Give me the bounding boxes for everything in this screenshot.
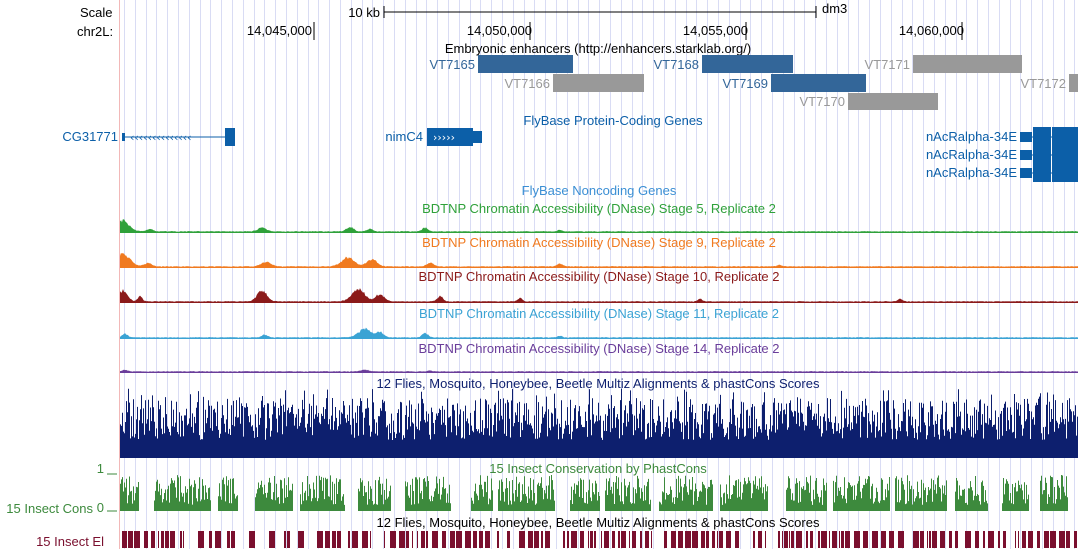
- enhancer-vt7166-label[interactable]: VT7166: [504, 76, 550, 91]
- enhancer-vt7169[interactable]: [771, 74, 866, 92]
- enhancer-vt7168-label[interactable]: VT7168: [653, 57, 699, 72]
- gene-nacralpha-34e-1-label[interactable]: nAcRalpha-34E: [926, 129, 1017, 144]
- scale-bar: [383, 6, 817, 18]
- svg-text:‹‹‹‹‹‹‹‹‹‹‹‹‹‹: ‹‹‹‹‹‹‹‹‹‹‹‹‹‹: [130, 131, 192, 144]
- position-tick-2: 14,050,000: [467, 23, 532, 38]
- gene-nacralpha-34e-3-label[interactable]: nAcRalpha-34E: [926, 165, 1017, 180]
- enhancer-vt7168[interactable]: [702, 55, 793, 73]
- gene-cg31771-label[interactable]: CG31771: [62, 129, 118, 144]
- gene-nacralpha-34e-2[interactable]: [1020, 146, 1078, 164]
- elements-track-title: 12 Flies, Mosquito, Honeybee, Beetle Mul…: [377, 515, 820, 530]
- enhancer-vt7171-label[interactable]: VT7171: [864, 57, 910, 72]
- dnase-stage5-signal[interactable]: [119, 219, 1078, 233]
- gene-cg31771[interactable]: ‹‹‹‹‹‹‹‹‹‹‹‹‹‹: [122, 128, 235, 146]
- dnase-stage10-signal[interactable]: [119, 288, 1078, 303]
- scale-label: Scale: [80, 5, 113, 20]
- dnase-stage10-title: BDTNP Chromatin Accessibility (DNase) St…: [418, 269, 779, 284]
- phastcons-side-label[interactable]: 15 Insect Cons: [6, 501, 93, 516]
- phastcons-ymax-label: 1: [97, 461, 104, 476]
- enhancer-vt7169-label[interactable]: VT7169: [722, 76, 768, 91]
- enhancer-vt7172[interactable]: [1069, 74, 1078, 92]
- phastcons-signal[interactable]: [120, 475, 1068, 511]
- enhancer-vt7165-label[interactable]: VT7165: [429, 57, 475, 72]
- enhancers-track-title: Embryonic enhancers (http://enhancers.st…: [445, 41, 751, 56]
- conserved-elements[interactable]: [122, 531, 1077, 548]
- scalebar-label: 10 kb: [348, 5, 380, 20]
- multiz-conservation-signal[interactable]: [120, 388, 1078, 458]
- enhancer-vt7166[interactable]: [553, 74, 644, 92]
- genes-track-title: FlyBase Protein-Coding Genes: [523, 113, 703, 128]
- elements-side-label[interactable]: 15 Insect El: [36, 534, 104, 549]
- gene-nacralpha-34e-1[interactable]: [1020, 127, 1078, 146]
- enhancer-vt7170-label[interactable]: VT7170: [799, 94, 845, 109]
- chrom-label: chr2L:: [77, 24, 113, 39]
- gene-nacralpha-34e-3[interactable]: [1020, 164, 1078, 182]
- phastcons-ymin-label: 0: [97, 500, 104, 515]
- svg-text:›››››: ›››››: [433, 131, 455, 144]
- gene-nacralpha-34e-2-label[interactable]: nAcRalpha-34E: [926, 147, 1017, 162]
- dnase-stage14-signal[interactable]: [119, 369, 1078, 373]
- phastcons-track-title: 15 Insect Conservation by PhastCons: [489, 461, 707, 476]
- dnase-stage14-title: BDTNP Chromatin Accessibility (DNase) St…: [418, 341, 779, 356]
- dnase-stage11-title: BDTNP Chromatin Accessibility (DNase) St…: [419, 306, 779, 321]
- dnase-stage5-title: BDTNP Chromatin Accessibility (DNase) St…: [422, 201, 776, 216]
- position-ruler: [313, 22, 963, 40]
- enhancer-vt7172-label[interactable]: VT7172: [1020, 76, 1066, 91]
- gene-nimc4-label[interactable]: nimC4: [385, 129, 423, 144]
- enhancer-vt7171[interactable]: [913, 55, 1022, 73]
- position-tick-1: 14,045,000: [247, 23, 312, 38]
- multiz-track-title: 12 Flies, Mosquito, Honeybee, Beetle Mul…: [377, 376, 820, 391]
- noncoding-track-title: FlyBase Noncoding Genes: [522, 183, 677, 198]
- position-tick-4: 14,060,000: [899, 23, 964, 38]
- enhancer-vt7170[interactable]: [848, 93, 938, 110]
- dnase-stage9-title: BDTNP Chromatin Accessibility (DNase) St…: [422, 235, 776, 250]
- dnase-stage9-signal[interactable]: [119, 253, 1078, 268]
- assembly-label: dm3: [822, 1, 847, 16]
- dnase-stage11-signal[interactable]: [119, 327, 1078, 339]
- gene-nimc4[interactable]: ›››››: [427, 128, 482, 146]
- position-tick-3: 14,055,000: [683, 23, 748, 38]
- enhancer-vt7165[interactable]: [478, 55, 573, 73]
